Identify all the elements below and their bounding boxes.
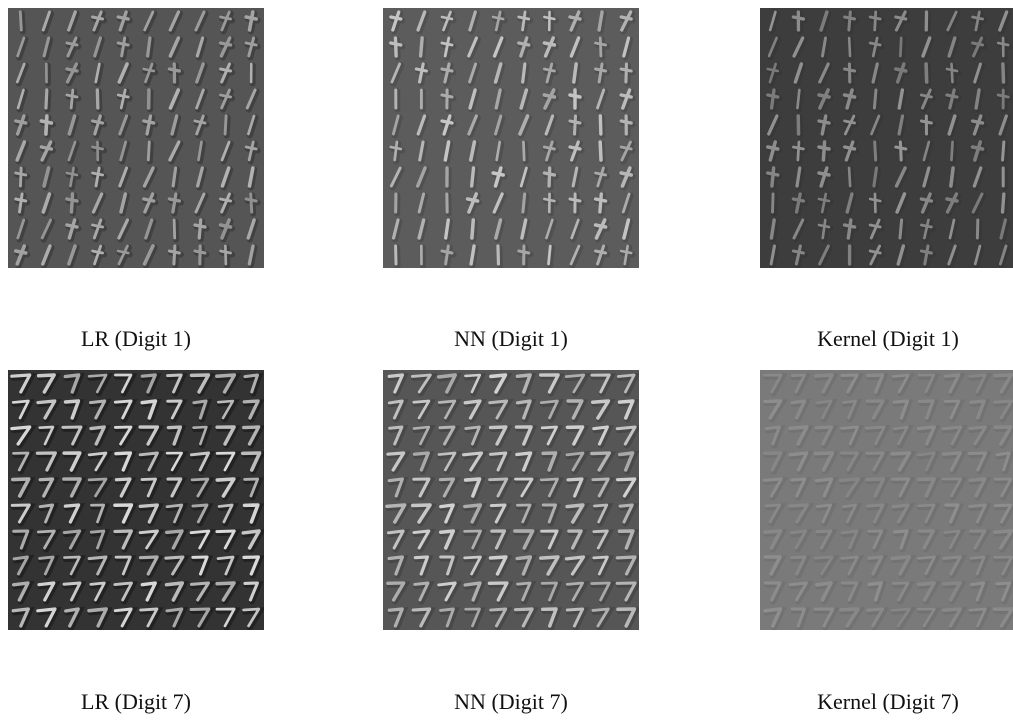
digit-stroke (874, 90, 876, 108)
digit-stroke (174, 220, 175, 238)
digit-stroke (549, 246, 551, 264)
digit-stroke (225, 116, 226, 134)
sample-grid (383, 370, 639, 630)
caption: NN (Digit 7) (361, 689, 661, 715)
digit-stroke (148, 142, 149, 160)
digit-stroke (523, 64, 525, 82)
digit-stroke (472, 220, 473, 238)
caption: NN (Digit 1) (361, 326, 661, 352)
digit-images (8, 370, 264, 630)
digit-images (383, 8, 639, 268)
sample-grid (383, 8, 639, 268)
digit-stroke (951, 168, 953, 186)
digit-stroke (523, 194, 525, 212)
digit-stroke (849, 38, 850, 56)
digit-stroke (951, 142, 952, 160)
digit-stroke (472, 168, 474, 186)
figure: LR (Digit 1) NN (Digit 1) Kernel (Digit 1)… (0, 0, 1013, 721)
digit-stroke (1003, 142, 1004, 160)
caption: Kernel (Digit 1) (738, 326, 1013, 352)
sample-grid (8, 8, 264, 268)
sample-grid (760, 370, 1013, 630)
sample-grid (760, 8, 1013, 268)
digit-stroke (600, 116, 601, 134)
caption: LR (Digit 7) (0, 689, 286, 715)
digit-stroke (773, 194, 774, 212)
digit-images (760, 370, 1013, 630)
digit-stroke (849, 168, 850, 186)
digit-stroke (926, 64, 927, 82)
digit-stroke (1003, 194, 1004, 212)
digit-stroke (1003, 64, 1004, 82)
caption: LR (Digit 1) (0, 326, 286, 352)
digit-stroke (523, 142, 524, 160)
caption: Kernel (Digit 7) (738, 689, 1013, 715)
digit-images (383, 370, 639, 630)
digit-stroke (46, 90, 47, 108)
digit-images (760, 8, 1013, 268)
digit-stroke (797, 90, 799, 108)
digit-stroke (574, 64, 576, 82)
digit-stroke (900, 38, 901, 56)
digit-stroke (900, 220, 902, 238)
digit-stroke (600, 142, 601, 160)
digit-images (8, 8, 264, 268)
digit-stroke (875, 142, 876, 160)
digit-stroke (20, 12, 21, 30)
sample-grid (8, 370, 264, 630)
digit-stroke (421, 38, 422, 56)
